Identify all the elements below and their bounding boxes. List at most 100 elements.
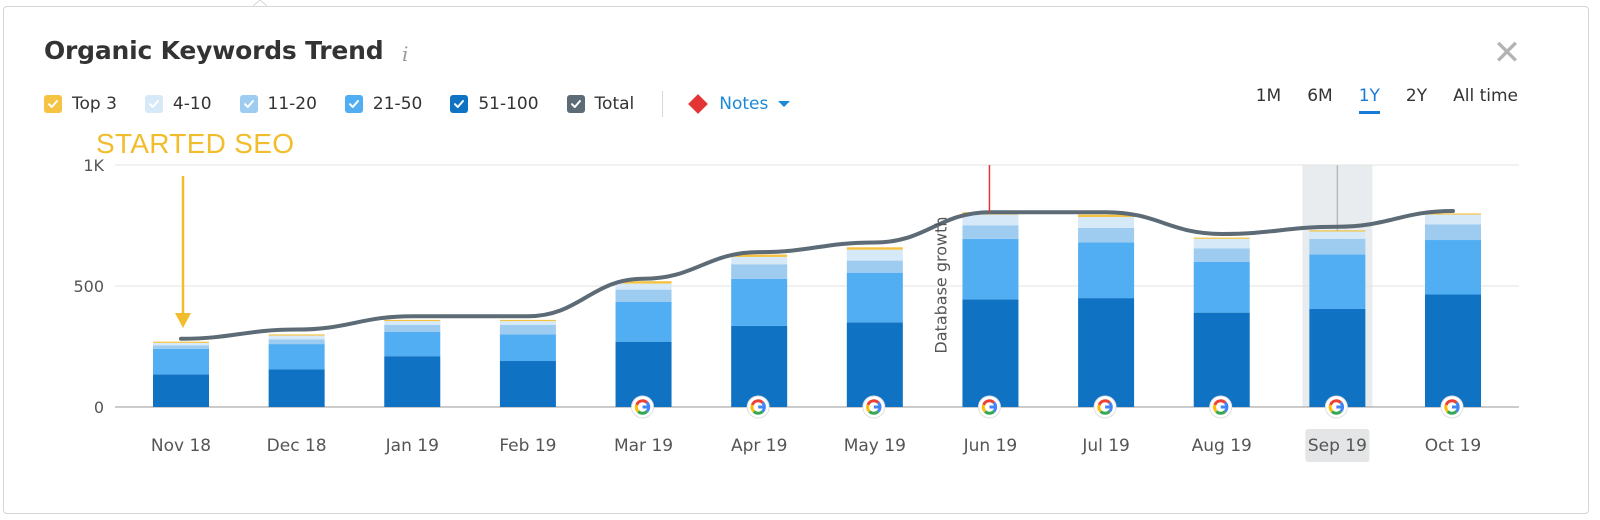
bar-stack-dec-18[interactable] — [268, 334, 325, 407]
x-tick-label[interactable]: Sep 19 — [1308, 436, 1367, 456]
legend-label: Total — [594, 94, 635, 114]
bar-segment-top-3 — [846, 247, 903, 250]
bar-segment-top-3 — [1078, 214, 1135, 218]
google-update-icon[interactable] — [977, 395, 1001, 419]
bar-segment-4-10 — [1425, 214, 1481, 225]
x-tick-label: Jul 19 — [1081, 436, 1130, 456]
range-all-time[interactable]: All time — [1453, 86, 1518, 106]
close-icon[interactable]: ✕ — [1492, 33, 1522, 73]
legend-item-51-100[interactable]: 51-100 — [450, 94, 539, 114]
bar-segment-top-3 — [1193, 237, 1250, 239]
google-update-icon[interactable] — [862, 395, 886, 419]
legend-label: 4-10 — [172, 94, 212, 114]
bar-stack-jan-19[interactable] — [384, 319, 441, 407]
bar-stack-jul-19[interactable] — [1078, 214, 1135, 407]
legend-divider — [662, 91, 664, 117]
bar-segment-51-100 — [962, 299, 1019, 407]
notes-dropdown[interactable]: Notes — [687, 94, 791, 114]
legend-item-top-3[interactable]: Top 3 — [44, 94, 117, 114]
x-tick-label: Jan 19 — [385, 436, 439, 456]
bar-segment-11-20 — [1078, 227, 1135, 243]
legend-item-21-50[interactable]: 21-50 — [344, 94, 423, 114]
legend-checkbox[interactable] — [144, 95, 163, 113]
started-seo-annotation: STARTED SEO — [96, 128, 295, 159]
range-2y[interactable]: 2Y — [1405, 86, 1428, 106]
check-icon — [570, 100, 581, 108]
bar-stack-may-19[interactable] — [846, 247, 903, 407]
x-tick-label: Jun 19 — [963, 436, 1018, 456]
bar-segment-21-50 — [615, 301, 672, 342]
x-tick-label: May 19 — [844, 436, 906, 456]
legend-checkbox[interactable] — [344, 95, 363, 113]
bar-segment-4-10 — [962, 214, 1019, 226]
bar-segment-11-20 — [846, 260, 903, 273]
bar-segment-11-20 — [1309, 238, 1366, 255]
bar-segment-4-10 — [1193, 238, 1250, 249]
bar-stack-jun-19[interactable] — [962, 212, 1019, 407]
bar-segment-4-10 — [1309, 231, 1366, 239]
range-6m[interactable]: 6M — [1307, 86, 1333, 106]
legend-label: Top 3 — [72, 94, 117, 114]
bar-segment-51-100 — [1309, 308, 1366, 407]
legend-checkbox[interactable] — [239, 95, 258, 113]
check-icon — [243, 100, 254, 108]
bar-segment-51-100 — [1193, 312, 1250, 407]
bar-segment-21-50 — [846, 272, 903, 323]
bar-segment-11-20 — [153, 345, 209, 349]
bar-segment-11-20 — [1425, 224, 1481, 241]
bar-segment-4-10 — [384, 321, 441, 325]
bar-segment-11-20 — [615, 289, 672, 302]
notes-label: Notes — [719, 94, 769, 114]
bar-segment-top-3 — [1309, 230, 1366, 232]
legend-item-11-20[interactable]: 11-20 — [239, 94, 317, 114]
bar-stack-nov-18[interactable] — [153, 341, 209, 407]
y-tick-label: 1K — [83, 156, 104, 175]
legend-checkbox[interactable] — [450, 95, 469, 113]
google-update-icon[interactable] — [1324, 395, 1348, 419]
total-series-line — [179, 208, 1455, 341]
legend-item-4-10[interactable]: 4-10 — [144, 94, 212, 114]
bar-segment-21-50 — [384, 331, 441, 357]
bar-segment-4-10 — [846, 249, 903, 261]
check-icon — [148, 100, 159, 108]
legend-label: 21-50 — [372, 94, 423, 114]
bar-stack-oct-19[interactable] — [1425, 213, 1481, 407]
bar-segment-21-50 — [962, 238, 1019, 300]
check-icon — [48, 100, 58, 108]
bar-stack-apr-19[interactable] — [731, 254, 788, 407]
bar-segment-51-100 — [268, 369, 325, 407]
bar-segment-top-3 — [268, 334, 325, 336]
bar-segment-51-100 — [1425, 294, 1481, 407]
google-update-icon[interactable] — [1209, 395, 1233, 419]
time-range-selector: 1M 6M 1Y 2Y All time — [1230, 86, 1518, 114]
bar-segment-top-3 — [384, 319, 441, 322]
legend-checkbox[interactable] — [44, 95, 62, 113]
card-pointer-notch — [253, 0, 267, 7]
bar-stack-aug-19[interactable] — [1193, 237, 1250, 407]
google-update-icon[interactable] — [746, 395, 770, 419]
info-icon[interactable]: i — [402, 42, 409, 66]
bar-segment-top-3 — [1425, 213, 1481, 215]
bar-segment-top-3 — [153, 341, 209, 343]
range-1y[interactable]: 1Y — [1358, 86, 1381, 114]
legend-checkbox[interactable] — [566, 95, 585, 113]
chart-legend: Top 3 4-10 11-20 21-50 51-100 Total Notes — [44, 91, 791, 117]
bar-segment-top-3 — [731, 254, 788, 257]
bar-stack-sep-19[interactable] — [1309, 230, 1366, 407]
bar-stack-feb-19[interactable] — [499, 319, 556, 407]
bar-segment-21-50 — [1425, 240, 1481, 295]
check-icon — [454, 100, 465, 108]
x-tick-label: Oct 19 — [1425, 436, 1481, 456]
google-update-icon[interactable] — [1440, 395, 1464, 419]
bar-segment-4-10 — [268, 335, 325, 340]
range-1m[interactable]: 1M — [1255, 86, 1282, 106]
bar-stack-mar-19[interactable] — [615, 281, 672, 407]
bar-segment-21-50 — [731, 278, 788, 326]
legend-item-total[interactable]: Total — [566, 94, 635, 114]
x-tick-label: Mar 19 — [614, 436, 673, 456]
google-update-icon[interactable] — [631, 395, 655, 419]
google-update-icon[interactable] — [1093, 395, 1117, 419]
bar-segment-11-20 — [384, 324, 441, 332]
legend-label: 11-20 — [267, 94, 317, 114]
bar-segment-top-3 — [615, 281, 672, 284]
